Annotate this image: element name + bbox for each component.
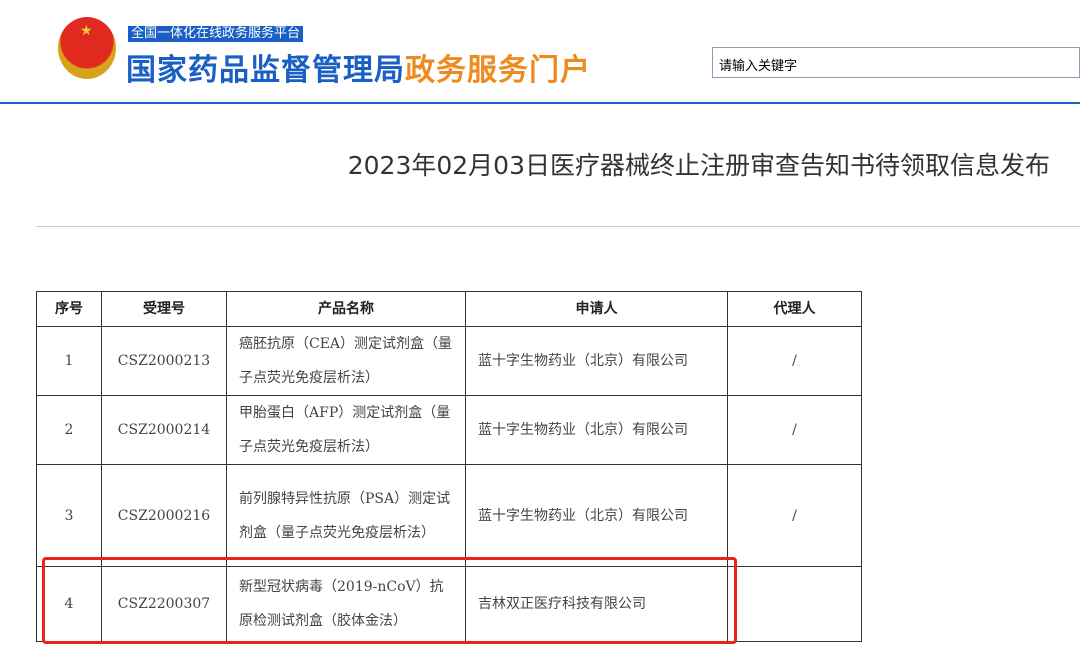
header-product: 产品名称 [226, 291, 466, 327]
cell-agent: / [727, 326, 862, 396]
cell-no: 3 [36, 464, 102, 567]
cell-product: 前列腺特异性抗原（PSA）测定试剂盒（量子点荧光免疫层析法） [226, 464, 466, 567]
cell-agent: / [727, 395, 862, 465]
search-input[interactable]: 请输入关键字 [712, 47, 1080, 78]
site-name-orange: 政务服务门户 [405, 53, 591, 88]
header-agent: 代理人 [727, 291, 862, 327]
platform-label: 全国一体化在线政务服务平台 [128, 26, 304, 42]
national-emblem-icon: ★ [58, 17, 116, 79]
table-row: 4 CSZ2200307 新型冠状病毒（2019-nCoV）抗原检测试剂盒（胶体金法… [36, 566, 862, 642]
table-row: 1 CSZ2000213 癌胚抗原（CEA）测定试剂盒（量子点荧光免疫层析法） 蓝十字… [36, 326, 862, 396]
cell-applicant: 蓝十字生物药业（北京）有限公司 [465, 464, 728, 567]
highlight-box [42, 557, 737, 644]
table-row: 3 CSZ2000216 前列腺特异性抗原（PSA）测定试剂盒（量子点荧光免疫层析法… [36, 464, 862, 567]
table-row: 2 CSZ2000214 甲胎蛋白（AFP）测定试剂盒（量子点荧光免疫层析法） 蓝十字… [36, 395, 862, 465]
header-applicant: 申请人 [465, 291, 728, 327]
page-title: 2023年02月03日医疗器械终止注册审查告知书待领取信息发布 [347, 151, 1050, 180]
cell-applicant: 蓝十字生物药业（北京）有限公司 [465, 395, 728, 465]
cell-agent [727, 566, 862, 642]
site-header: ★ 全国一体化在线政务服务平台 国家药品监督管理局政务服务门户 请输入关键字 [0, 0, 1080, 104]
cell-applicant: 蓝十字生物药业（北京）有限公司 [465, 326, 728, 396]
cell-product: 新型冠状病毒（2019-nCoV）抗原检测试剂盒（胶体金法） [226, 566, 466, 642]
divider [36, 226, 1080, 227]
cell-agent: / [727, 464, 862, 567]
data-table: 序号 受理号 产品名称 申请人 代理人 1 CSZ2000213 癌胚抗原（CEA）… [36, 291, 862, 642]
cell-no: 1 [36, 326, 102, 396]
cell-no: 2 [36, 395, 102, 465]
cell-applicant: 吉林双正医疗科技有限公司 [465, 566, 728, 642]
header-id: 受理号 [101, 291, 227, 327]
cell-id: CSZ2000214 [101, 395, 227, 465]
cell-product: 甲胎蛋白（AFP）测定试剂盒（量子点荧光免疫层析法） [226, 395, 466, 465]
cell-no: 4 [36, 566, 102, 642]
site-name-blue: 国家药品监督管理局 [126, 53, 405, 88]
cell-product: 癌胚抗原（CEA）测定试剂盒（量子点荧光免疫层析法） [226, 326, 466, 396]
header-no: 序号 [36, 291, 102, 327]
cell-id: CSZ2000216 [101, 464, 227, 567]
site-name[interactable]: 国家药品监督管理局政务服务门户 [126, 45, 591, 89]
cell-id: CSZ2000213 [101, 326, 227, 396]
